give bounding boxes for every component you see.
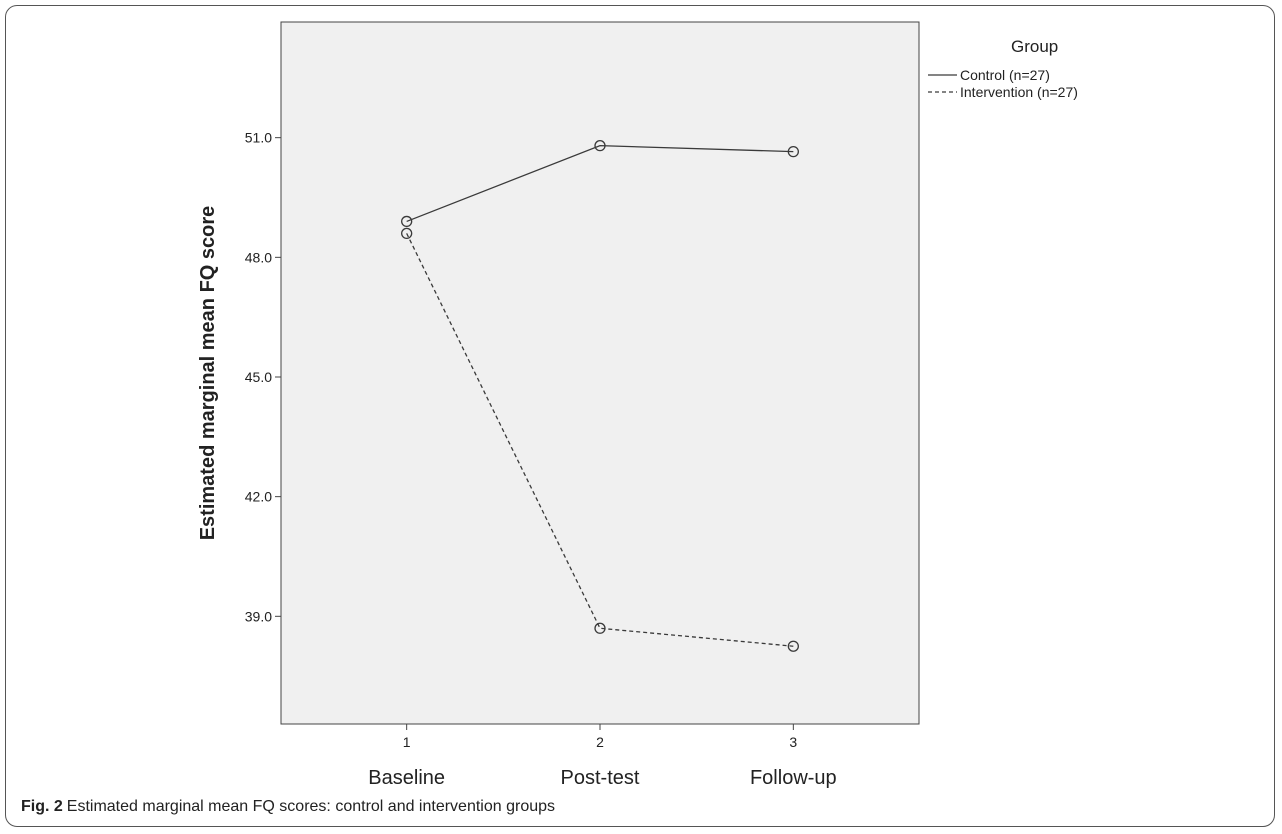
legend-title: Group: [1011, 37, 1058, 56]
x-tick-label: 1: [403, 734, 411, 750]
x-category-label: Baseline: [368, 767, 445, 789]
series-line: [406, 233, 794, 647]
figure-caption: Fig. 2 Estimated marginal mean FQ scores:…: [21, 798, 555, 816]
x-category-label: Post-test: [561, 767, 640, 789]
y-tick-label: 39.0: [245, 608, 272, 624]
data-point: [787, 145, 799, 158]
data-point: [594, 139, 606, 152]
caption-label: Fig. 2: [21, 798, 63, 815]
y-tick-label: 51.0: [245, 130, 272, 146]
x-category-label: Follow-up: [750, 767, 837, 789]
data-point: [401, 227, 413, 240]
legend-entry: Control (n=27): [960, 67, 1050, 83]
y-tick-label: 42.0: [245, 489, 272, 505]
x-tick-label: 2: [596, 734, 604, 750]
plot-area: [280, 21, 920, 725]
legend-entry: Intervention (n=27): [960, 84, 1078, 100]
data-point: [787, 640, 799, 652]
data-point: [594, 622, 606, 634]
series-group: [401, 139, 799, 652]
caption-text: Estimated marginal mean FQ scores: contr…: [66, 798, 556, 815]
y-tick-label: 45.0: [245, 369, 272, 385]
x-tick-label: 3: [789, 734, 797, 750]
series-line: [406, 144, 794, 223]
y-tick-label: 48.0: [245, 249, 272, 265]
y-axis-title: Estimated marginal mean FQ score: [197, 206, 219, 541]
legend: Group Control (n=27)Intervention (n=27): [928, 37, 1078, 100]
data-point: [401, 215, 413, 228]
axes: 39.0 42.0 45.0 48.0 51.0 1 Baseline 2 Post-test 3…: [245, 130, 837, 789]
